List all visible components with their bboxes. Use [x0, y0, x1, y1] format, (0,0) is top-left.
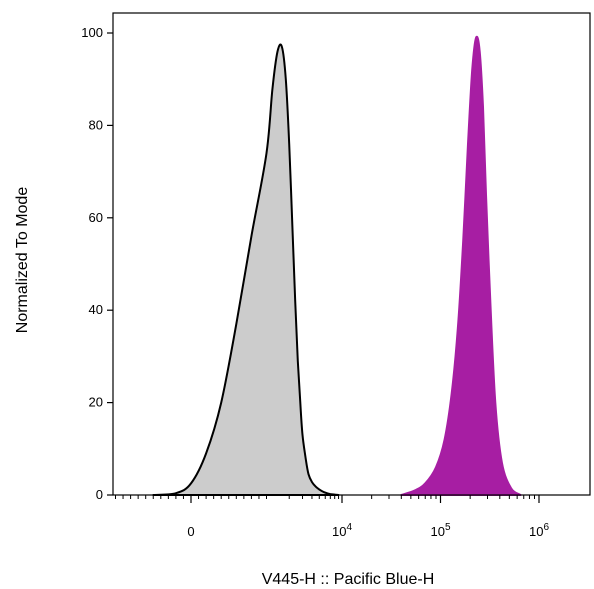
plot-frame	[112, 12, 591, 496]
plot-area	[152, 35, 522, 496]
y-tick-label: 60	[89, 210, 103, 225]
y-tick-label: 80	[89, 117, 103, 132]
x-tick-label: 105	[430, 522, 450, 539]
y-axis: 0 20 40 60 80 100	[81, 25, 113, 502]
x-axis: 0 104 105 106	[115, 495, 549, 539]
y-axis-title: Normalized To Mode	[14, 187, 31, 334]
x-tick-label: 106	[529, 522, 549, 539]
y-tick-label: 0	[96, 487, 103, 502]
y-tick-label: 100	[81, 25, 103, 40]
y-tick-label: 40	[89, 302, 103, 317]
x-tick-label: 104	[332, 522, 352, 539]
y-tick-label: 20	[89, 395, 103, 410]
x-tick-label: 0	[187, 524, 194, 539]
series-2-area	[400, 35, 522, 496]
series-1-area	[152, 43, 340, 496]
x-axis-title: V445-H :: Pacific Blue-H	[262, 571, 435, 588]
